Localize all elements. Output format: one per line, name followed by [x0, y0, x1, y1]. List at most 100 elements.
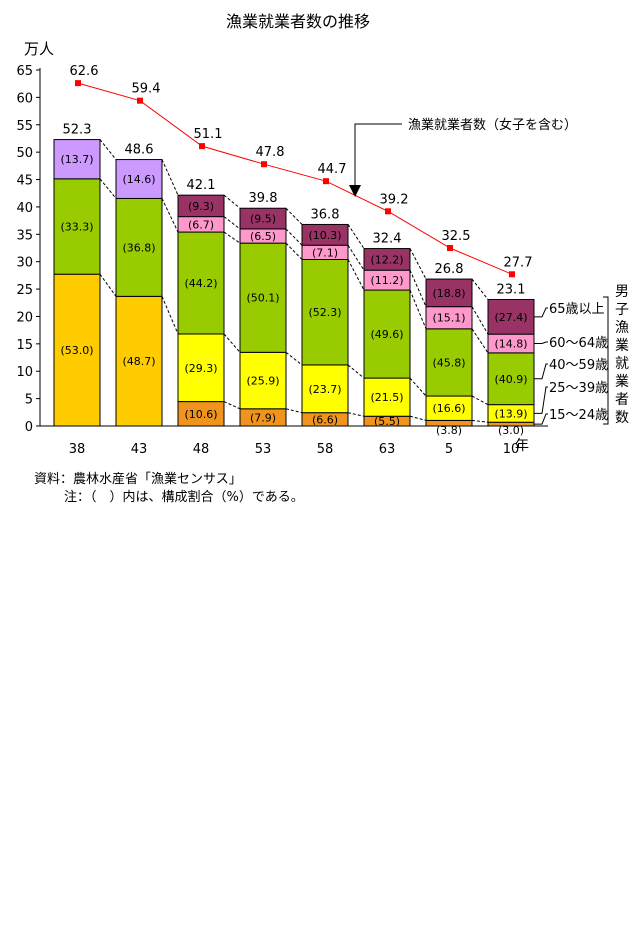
bar-segment-65歳以上: [487, 298, 535, 335]
y-tick-label: 20: [16, 310, 33, 325]
legend-leader: [534, 307, 548, 318]
bar-segment-label: (6.5): [250, 230, 276, 243]
line-point-label: 62.6: [70, 64, 99, 79]
bar-segment-25～39歳: [425, 395, 473, 421]
source-note: 資料：農林水産省「漁業センサス」: [34, 471, 242, 487]
line-point: [75, 80, 81, 87]
x-tick-label: 38: [69, 442, 86, 457]
x-tick-label: 58: [317, 442, 334, 457]
line-point: [447, 245, 453, 251]
bar-segment-label: (33.3): [60, 221, 93, 234]
bar-segment-label: (7.9): [250, 411, 276, 424]
bar-segment-65歳以上: [177, 194, 225, 218]
bar-segment-label: (13.9): [494, 407, 527, 420]
connector-line: [347, 364, 365, 379]
bar-segment-25～39歳: [115, 295, 163, 427]
legend-label: 65歳以上: [549, 302, 605, 317]
stack-total-label: 36.8: [311, 207, 340, 222]
bar-segment-label: (15.1): [432, 312, 465, 325]
line-path: [77, 82, 513, 275]
bar-segment-label: (10.6): [184, 408, 217, 421]
bar-segment-label: (12.2): [370, 253, 403, 266]
bar-segment-label: (50.1): [246, 292, 279, 305]
connector-line: [409, 248, 427, 280]
right-axis-char: 男: [615, 284, 629, 300]
bar-segment-label: (9.5): [250, 213, 276, 226]
stack-total-label: 42.1: [187, 178, 216, 193]
bar-segment-label: (36.8): [122, 241, 155, 254]
bar-segment-25～39歳: [177, 333, 225, 403]
y-tick-label: 65: [16, 64, 33, 79]
connector-line: [409, 269, 427, 307]
stack-total-label: 23.1: [497, 282, 526, 297]
connector-line: [471, 278, 489, 300]
bar-segment-label: (7.1): [312, 246, 338, 259]
y-tick-label: 40: [16, 201, 33, 216]
connector-line: [285, 228, 303, 246]
y-tick-label: 30: [16, 256, 33, 271]
y-axis-label: 万人: [24, 40, 54, 58]
connector-line: [161, 198, 179, 233]
bar-segment-label: (16.6): [432, 402, 465, 415]
connector-line: [471, 419, 489, 423]
connector-line: [471, 328, 489, 354]
bar-segment-label: (3.0): [498, 424, 524, 437]
connector-line: [471, 395, 489, 406]
bar-segment-label: (9.3): [188, 200, 214, 213]
connector-line: [99, 139, 117, 160]
legend-leader: [534, 386, 548, 414]
legend-label: 40～59歳: [549, 358, 608, 373]
connector-line: [471, 306, 489, 335]
stack-connectors: [99, 139, 489, 427]
stack-total-label: 39.8: [249, 191, 278, 206]
connector-line: [409, 415, 427, 421]
connector-line: [409, 289, 427, 330]
line-point: [323, 178, 329, 185]
x-tick-label: 43: [131, 442, 148, 457]
line-point: [199, 143, 205, 150]
legend-bracket: [603, 296, 609, 425]
line-point-label: 39.2: [380, 192, 409, 207]
right-axis-char: 数: [615, 410, 629, 426]
legend-label: 25～39歳: [549, 381, 608, 396]
bar-segment-65歳以上: [115, 159, 163, 199]
bar-segment-40～59歳: [301, 259, 349, 366]
line-point: [385, 208, 391, 215]
x-tick-label: 53: [255, 442, 272, 457]
line-legend-arrowhead: [349, 185, 361, 197]
connector-line: [161, 296, 179, 335]
bar-segment-25～39歳: [363, 377, 411, 417]
x-tick-label: 48: [193, 442, 210, 457]
bar-segment-65歳以上: [425, 278, 473, 308]
chart-title: 漁業就業者数の推移: [226, 12, 370, 31]
right-axis-char: 業: [615, 374, 629, 390]
y-tick-label: 5: [25, 393, 33, 408]
connector-line: [285, 207, 303, 225]
connector-line: [347, 259, 365, 291]
total-employment-line: 62.6 59.4 51.1 47.8 44.7 39.2 32.5 27.7: [70, 64, 533, 278]
y-tick-label: 45: [16, 174, 33, 189]
line-point-label: 44.7: [318, 162, 347, 177]
bar-segment-label: (23.7): [308, 383, 341, 396]
connector-line: [161, 159, 179, 196]
connector-line: [223, 333, 241, 353]
line-point-label: 27.7: [504, 255, 533, 270]
bar-segment-40～59歳: [363, 289, 411, 379]
bar-segment-label: (29.3): [184, 362, 217, 375]
connector-line: [347, 412, 365, 417]
bar-segment-15～24歳: [177, 401, 225, 427]
right-axis-char: 者: [615, 392, 629, 408]
bar-segment-label: (3.8): [436, 424, 462, 437]
connector-line: [347, 224, 365, 249]
right-axis-char: 就: [615, 356, 629, 372]
connector-line: [409, 377, 427, 397]
y-tick-label: 15: [16, 338, 33, 353]
legend-leader: [534, 413, 548, 425]
bar-segment-label: (45.8): [432, 356, 465, 369]
x-tick-label: 63: [379, 442, 396, 457]
bar-segment-label: (11.2): [370, 274, 403, 287]
line-legend-leader: [354, 123, 402, 188]
line-point-label: 59.4: [132, 82, 161, 97]
